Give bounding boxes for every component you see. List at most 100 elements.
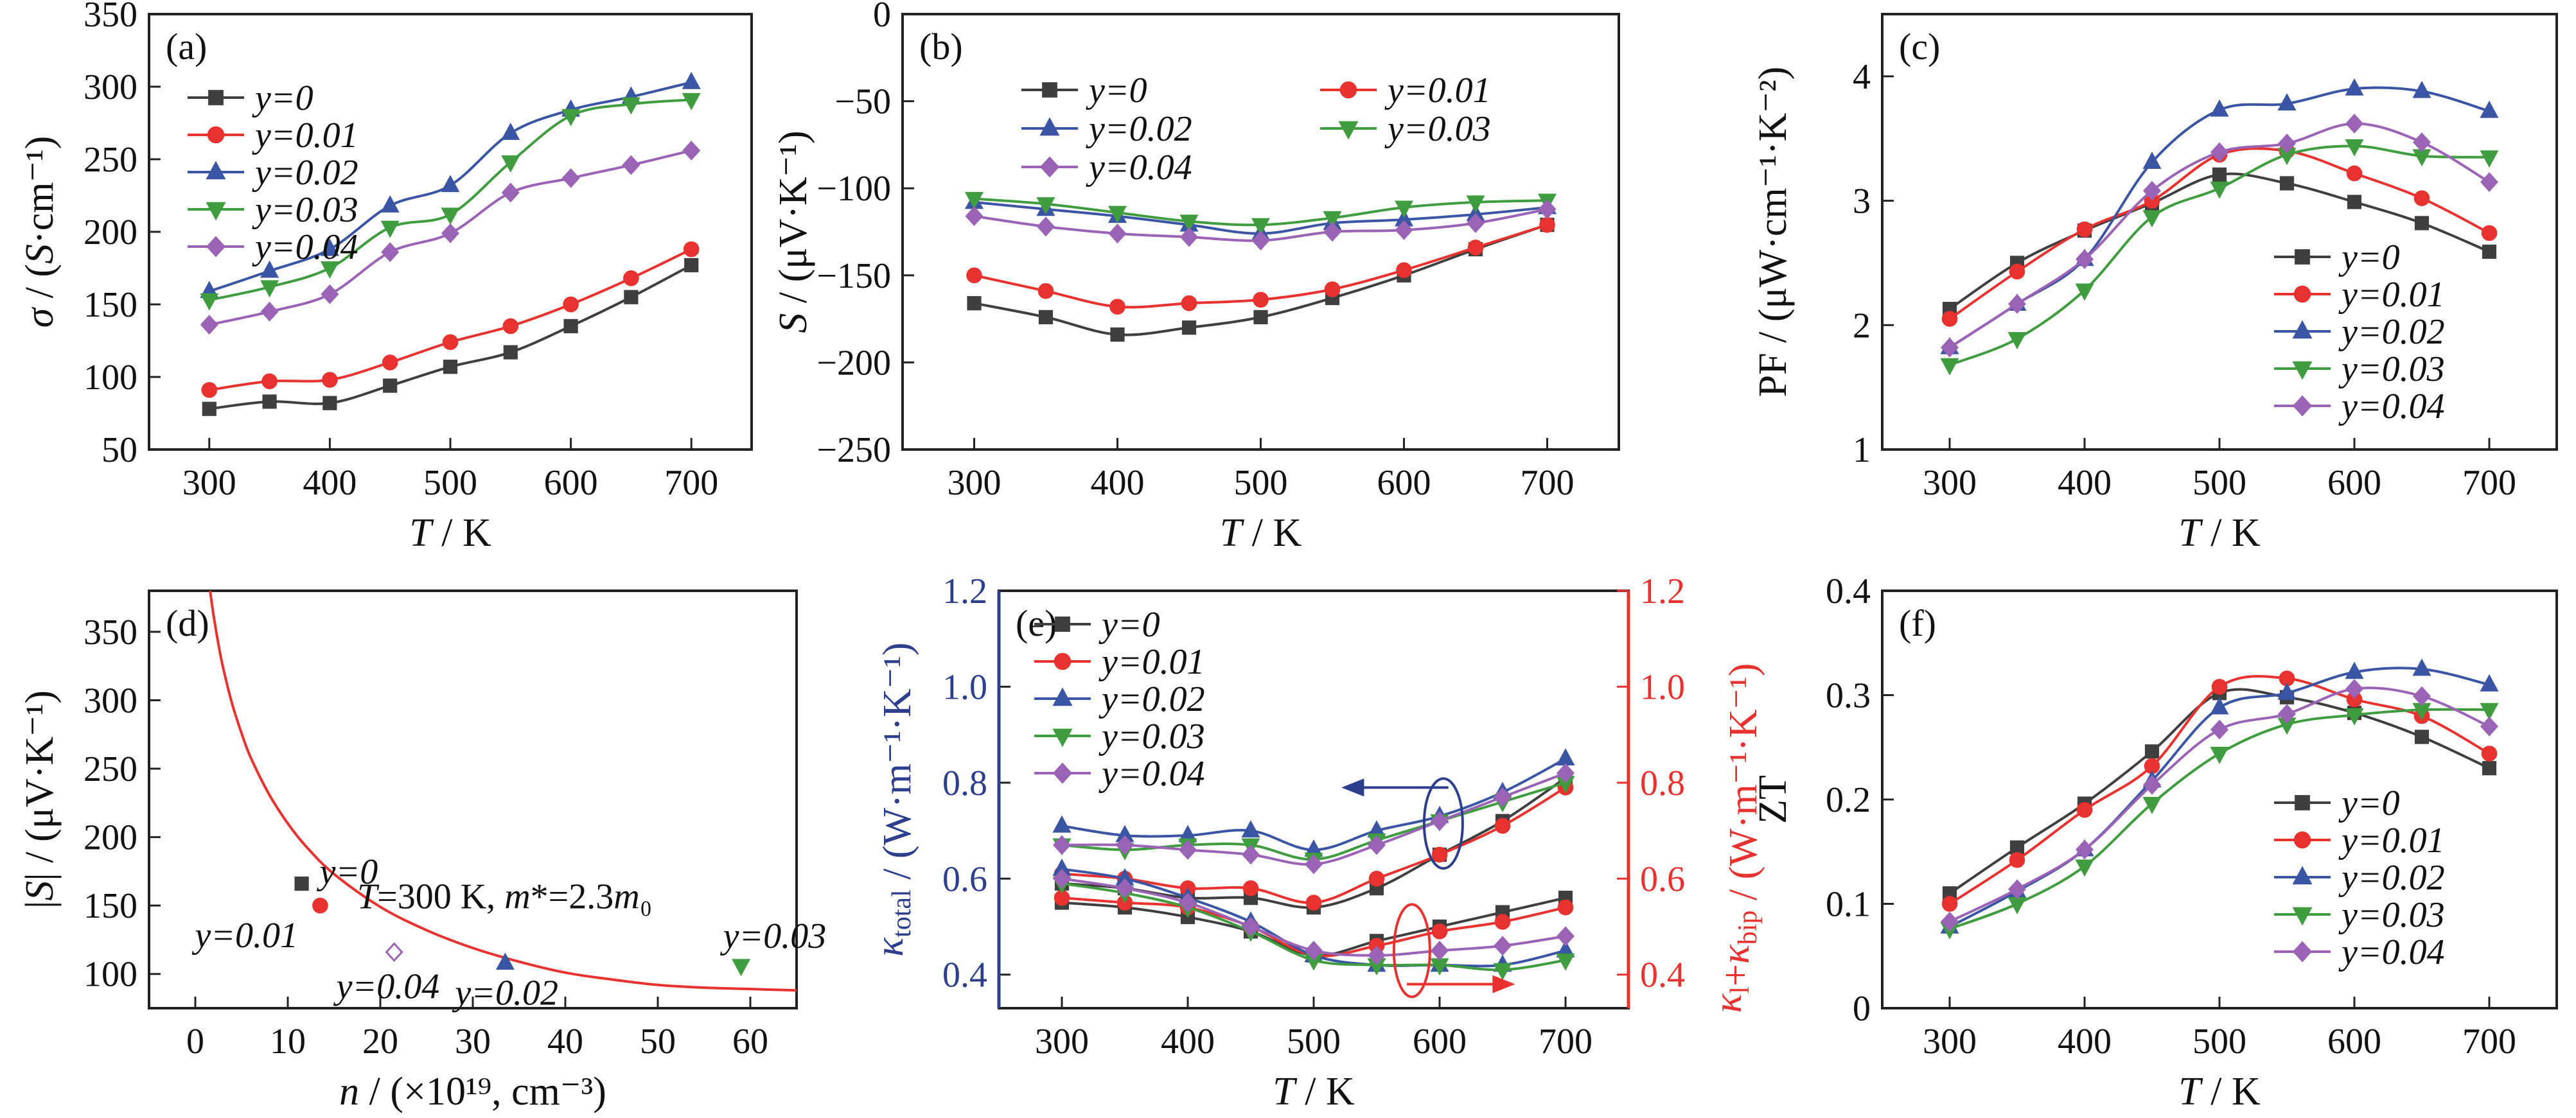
data-point (1052, 815, 1072, 833)
panel-tag: (b) (919, 26, 963, 67)
data-point (1323, 211, 1342, 229)
x-tick-label: 300 (1035, 1022, 1089, 1061)
data-point (2277, 134, 2297, 153)
data-point (1181, 295, 1197, 311)
data-point (2075, 249, 2094, 270)
data-point (2142, 774, 2162, 795)
series-line (1948, 675, 2490, 905)
data-point (563, 319, 578, 333)
data-point (1556, 953, 1575, 971)
legend-label: y=0.04 (252, 227, 358, 267)
data-point (495, 952, 515, 970)
data-point (2412, 132, 2431, 152)
y-tick-label: 0.1 (1826, 885, 1871, 925)
x-tick-label: 500 (1287, 1022, 1341, 1061)
data-point (294, 876, 309, 891)
data-point (1557, 899, 1574, 916)
legend-entry: y=0.04 (2274, 932, 2445, 972)
data-point (2076, 221, 2093, 238)
data-point (501, 182, 520, 203)
data-point (682, 141, 701, 161)
x-tick-label: 10 (270, 1022, 306, 1061)
data-point (322, 396, 337, 410)
panel-tag: (d) (166, 602, 209, 644)
data-point (2480, 703, 2499, 721)
data-point (1539, 216, 1555, 233)
data-point (1538, 199, 1557, 220)
legend-label: y=0.01 (252, 116, 358, 155)
data-point (1052, 868, 1072, 889)
y-tick-label: 4 (1853, 57, 1871, 97)
data-point (202, 401, 216, 416)
panel-2: 300 400 500 600 700 −250 −200 −150 −100 −50 0 T / K… (772, 0, 1620, 555)
y-tick-label: 0.8 (942, 764, 987, 803)
y-tick-label: −50 (834, 82, 891, 122)
right-tick-label: 0.4 (1640, 956, 1685, 995)
legend-entry: y=0.02 (1034, 679, 1205, 719)
data-point (201, 382, 218, 398)
x-tick-label: 600 (1377, 463, 1431, 503)
x-tick-label: 500 (2192, 1022, 2246, 1061)
data-point (2279, 176, 2295, 191)
data-point (2346, 165, 2363, 182)
data-point (1556, 748, 1575, 765)
data-point (1323, 222, 1342, 242)
x-tick-label: 50 (640, 1022, 676, 1061)
data-point (321, 284, 339, 304)
legend-entry: y=0.01 (1320, 71, 1491, 110)
data-point (2009, 263, 2025, 280)
legend-label: y=0.01 (1098, 642, 1205, 682)
legend-entry: y=0 (1021, 71, 1147, 110)
data-point (2211, 679, 2228, 695)
legend-entry: y=0 (2274, 783, 2400, 823)
data-point (2075, 859, 2094, 877)
total-group-ellipse (1422, 777, 1464, 870)
x-tick-label: 700 (2462, 1022, 2516, 1061)
data-point (561, 168, 580, 188)
legend-entry: y=0.03 (2274, 349, 2445, 389)
y-tick-label: 0.6 (942, 859, 987, 899)
series-y=0.02-total (1052, 748, 1575, 857)
data-point (2277, 704, 2297, 724)
legend-entry: y=0.02 (2274, 312, 2445, 352)
x-tick-label: 500 (1234, 463, 1288, 503)
legend-label: y=0.04 (1098, 754, 1205, 794)
legend-label: y=0.04 (2338, 387, 2445, 426)
data-point (1251, 231, 1270, 250)
plot-frame (1881, 13, 2558, 451)
y-tick-label: 350 (84, 0, 137, 35)
data-point (441, 223, 460, 243)
data-point (2007, 293, 2027, 314)
y-tick-label: 250 (84, 140, 137, 180)
series-y=0.04 (1940, 679, 2499, 932)
data-point (2481, 746, 2498, 762)
legend-label: y=0.04 (1086, 148, 1192, 188)
point-label: y=0.03 (720, 916, 827, 956)
lattice-group-ellipse (1392, 903, 1431, 999)
data-point (2009, 852, 2025, 868)
y-tick-label: −100 (816, 169, 891, 209)
x-tick-label: 600 (1413, 1022, 1467, 1061)
data-point (501, 122, 520, 140)
y-tick-label: 350 (84, 613, 137, 652)
data-point (624, 290, 639, 304)
x-tick-label: 400 (303, 463, 357, 503)
legend-label: y=0.02 (252, 153, 358, 193)
data-point (2480, 100, 2499, 118)
data-point (441, 207, 460, 225)
data-point (1253, 292, 1269, 308)
legend-label: y=0.01 (1384, 71, 1491, 110)
y-tick-label: 1.0 (942, 667, 987, 707)
data-point (561, 109, 581, 127)
panel-tag: (f) (1899, 602, 1936, 644)
pisarenko-fit-line (209, 590, 797, 992)
data-point (2210, 142, 2229, 162)
legend-label: y=0.02 (1086, 109, 1192, 149)
x-tick-label: 500 (2192, 463, 2246, 503)
x-tick-label: 400 (2058, 1022, 2112, 1061)
x-tick-label: 400 (2058, 463, 2112, 503)
data-point (1178, 893, 1197, 913)
data-point (1036, 197, 1055, 214)
data-point (1396, 262, 1412, 278)
